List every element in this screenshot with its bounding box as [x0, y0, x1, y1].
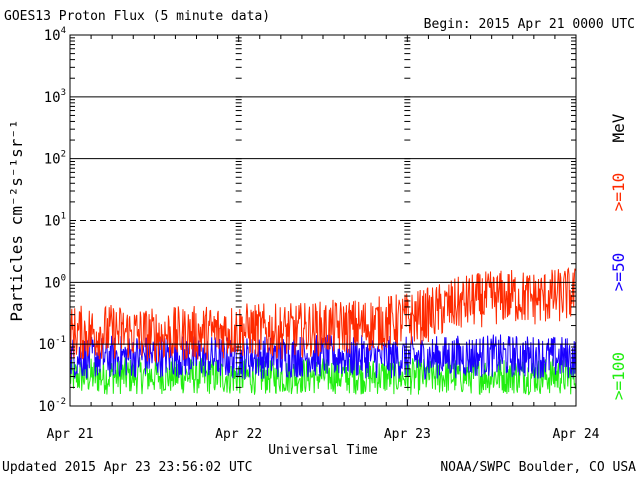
labels-layer: Apr 21 Apr 22 Apr 23 Apr 24 Universal Time 10… [7, 26, 628, 458]
y-axis-label: Particles cm⁻²s⁻¹sr⁻¹ [7, 119, 26, 321]
x-tick-label: Apr 21 [47, 427, 94, 442]
y-tick-label: 102 [44, 150, 66, 168]
series-line [69, 266, 576, 364]
legend-label: >=10 [609, 173, 628, 212]
y-tick-label: 10-2 [38, 397, 66, 415]
grid-layer [70, 96, 576, 345]
ticks-layer [69, 35, 577, 407]
begin-time-label: Begin: 2015 Apr 21 0000 UTC [423, 17, 635, 32]
x-axis-label: Universal Time [268, 443, 378, 458]
x-tick-label: Apr 24 [553, 427, 600, 442]
y-tick-label: 103 [44, 88, 66, 106]
y-tick-label: 100 [44, 273, 66, 291]
y-tick-label: 101 [44, 212, 66, 230]
series-layer [69, 266, 576, 396]
legend-label: >=100 [609, 352, 628, 400]
unit-label: MeV [609, 113, 628, 142]
x-tick-label: Apr 22 [215, 427, 262, 442]
y-tick-label: 10-1 [38, 335, 66, 353]
chart-title: GOES13 Proton Flux (5 minute data) [4, 9, 271, 24]
credit-label: NOAA/SWPC Boulder, CO USA [440, 460, 636, 475]
x-tick-label: Apr 23 [384, 427, 431, 442]
legend-label: >=50 [609, 253, 628, 292]
series-line [69, 356, 576, 396]
updated-label: Updated 2015 Apr 23 23:56:02 UTC [2, 460, 253, 475]
y-tick-label: 104 [44, 26, 66, 44]
